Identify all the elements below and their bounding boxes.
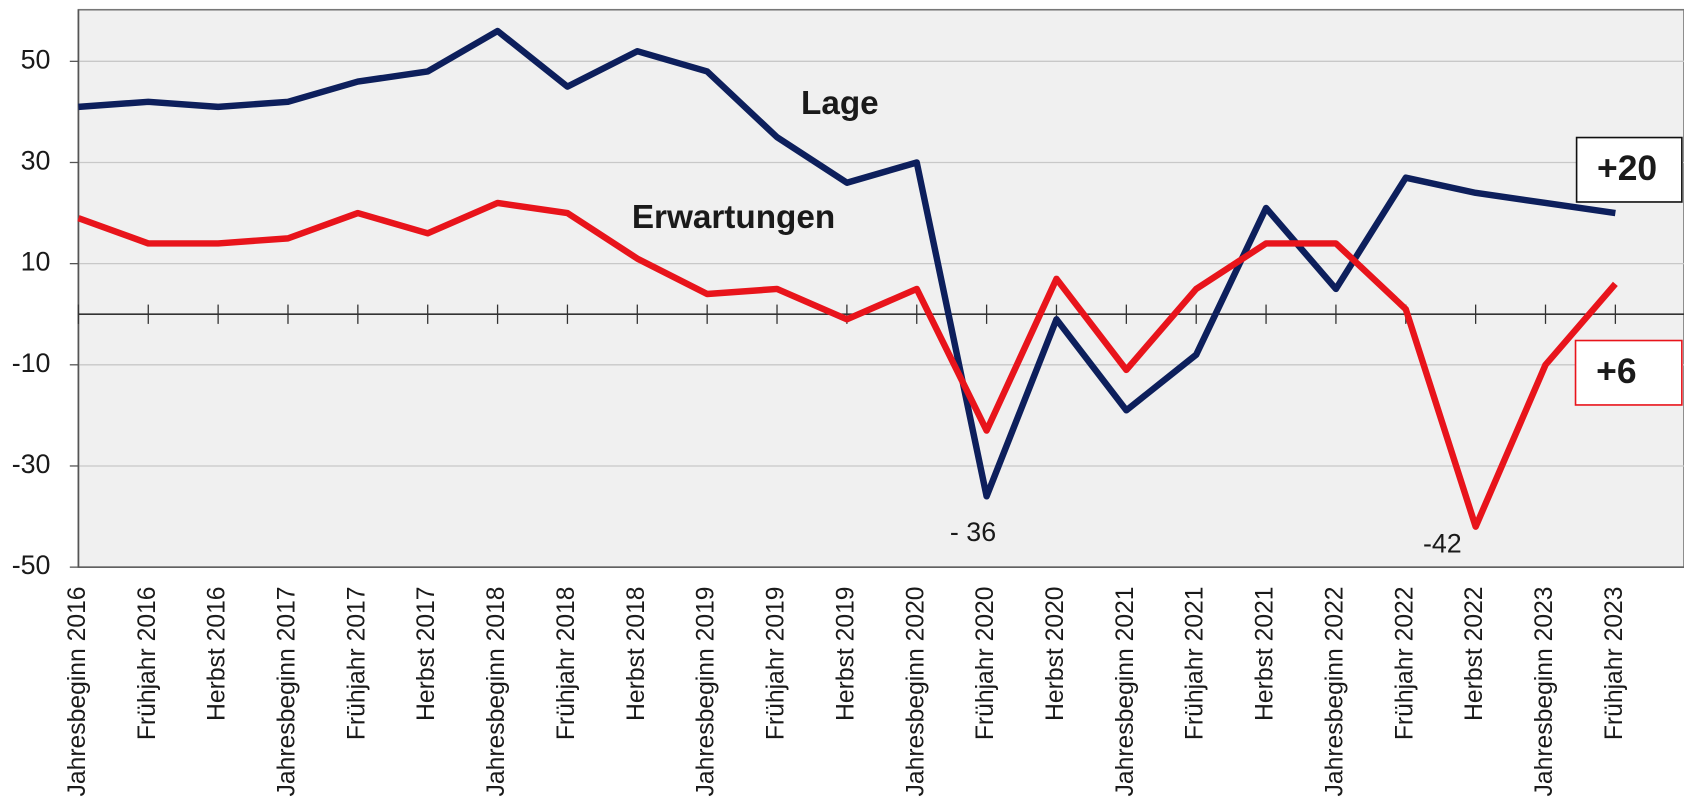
x-tick-label: Frühjahr 2016 <box>134 586 161 740</box>
x-tick-label: Herbst 2016 <box>204 586 231 721</box>
annotation: -42 <box>1423 529 1462 559</box>
annotation: +6 <box>1596 351 1636 391</box>
x-tick-label: Jahresbeginn 2022 <box>1321 586 1348 796</box>
x-tick-label: Frühjahr 2023 <box>1601 586 1628 740</box>
x-tick-label: Jahresbeginn 2019 <box>693 586 720 796</box>
x-tick-label: Jahresbeginn 2020 <box>902 586 929 796</box>
legend-label: Lage <box>801 85 879 122</box>
y-tick-label: 10 <box>21 247 51 277</box>
legend-label: Erwartungen <box>632 199 835 236</box>
x-tick-label: Herbst 2017 <box>413 586 440 721</box>
y-tick-label: -30 <box>12 449 51 479</box>
series-line <box>77 199 1618 530</box>
x-tick-label: Herbst 2019 <box>832 586 859 721</box>
x-tick-label: Herbst 2022 <box>1461 586 1488 721</box>
annotation-box <box>1575 136 1683 203</box>
y-tick-label: -10 <box>12 348 51 378</box>
annotation: +20 <box>1597 148 1657 188</box>
series-line <box>78 27 1616 500</box>
annotation-box <box>1574 339 1683 406</box>
x-tick-label: Jahresbeginn 2016 <box>64 586 91 796</box>
x-tick-label: Frühjahr 2017 <box>343 586 370 740</box>
y-tick-label: 30 <box>21 146 51 176</box>
x-tick-label: Jahresbeginn 2021 <box>1112 586 1139 796</box>
x-tick-label: Frühjahr 2019 <box>763 586 790 740</box>
x-tick-label: Jahresbeginn 2018 <box>483 586 510 796</box>
y-tick-label: 50 <box>21 44 51 74</box>
x-tick-label: Herbst 2020 <box>1042 586 1069 721</box>
x-tick-label: Jahresbeginn 2017 <box>274 586 301 796</box>
x-tick-label: Frühjahr 2021 <box>1182 586 1209 740</box>
x-tick-label: Herbst 2021 <box>1252 586 1279 721</box>
x-tick-label: Frühjahr 2022 <box>1391 586 1418 740</box>
y-tick-label: -50 <box>12 550 51 580</box>
x-tick-label: Frühjahr 2020 <box>972 586 999 740</box>
x-tick-label: Herbst 2018 <box>623 586 650 721</box>
annotation: - 36 <box>950 517 996 547</box>
x-tick-label: Jahresbeginn 2023 <box>1531 586 1558 796</box>
plot-area <box>77 8 1684 568</box>
x-tick-label: Frühjahr 2018 <box>553 586 580 740</box>
